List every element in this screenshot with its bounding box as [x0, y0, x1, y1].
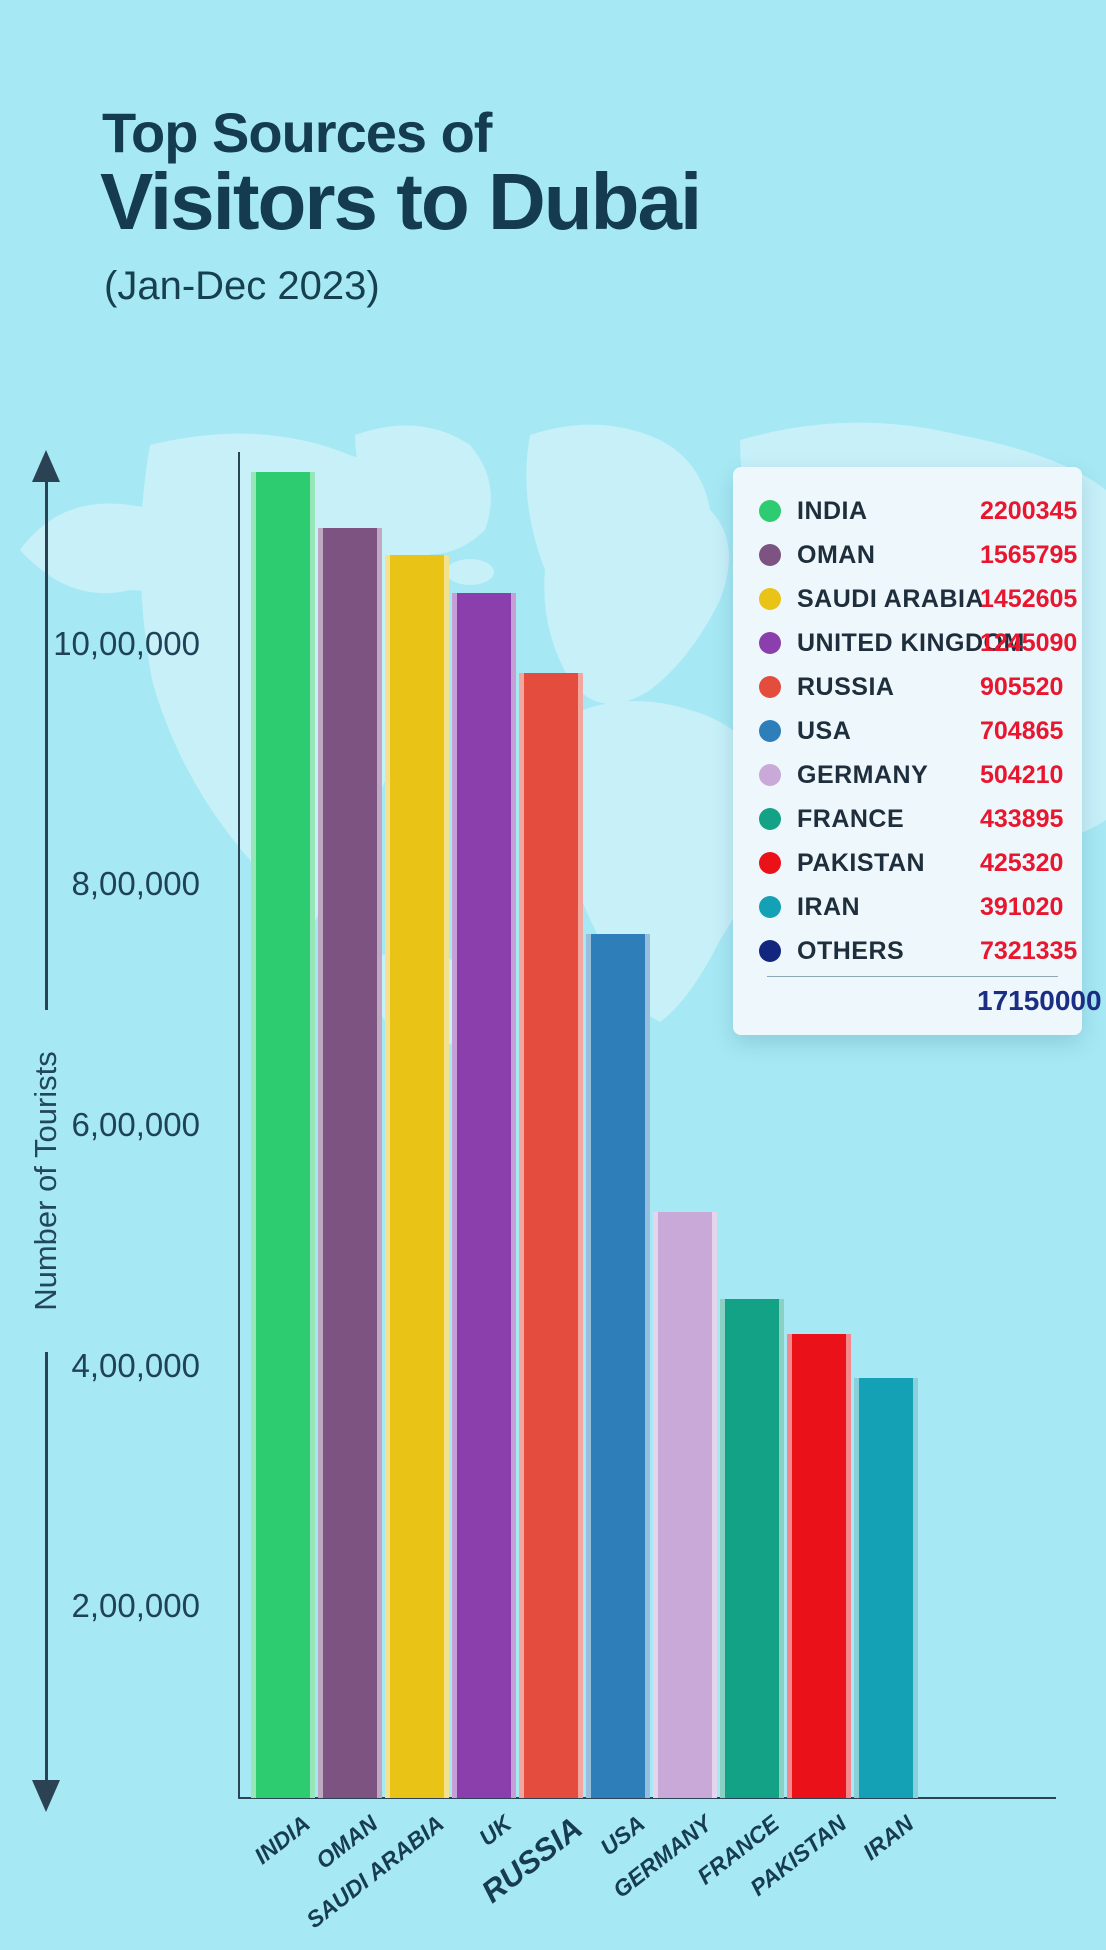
- legend-row: GERMANY 504210: [733, 753, 1082, 797]
- legend-row: SAUDI ARABIA 1452605: [733, 577, 1082, 621]
- legend-color-dot-icon: [759, 632, 781, 654]
- legend-row: RUSSIA 905520: [733, 665, 1082, 709]
- legend-row: PAKISTAN 425320: [733, 841, 1082, 885]
- legend-country-label: UNITED KINGDOM: [797, 628, 1025, 657]
- bar-oman: [318, 528, 382, 1798]
- legend-country-label: FRANCE: [797, 804, 905, 833]
- page-title-line2: Visitors to Dubai: [100, 157, 702, 246]
- y-axis-title: Number of Tourists: [28, 1051, 63, 1311]
- y-axis-arrow-down-icon: [32, 1780, 60, 1812]
- legend-panel: INDIA 2200345 OMAN 1565795 SAUDI ARABIA 14526…: [733, 467, 1102, 1035]
- bar-usa: [586, 934, 650, 1798]
- legend-value: 905520: [980, 672, 1064, 701]
- legend-value: 504210: [980, 760, 1064, 789]
- legend-value: 7321335: [980, 936, 1078, 965]
- legend-value: 425320: [980, 848, 1064, 877]
- legend-country-label: SAUDI ARABIA: [797, 584, 985, 613]
- page-subtitle: (Jan-Dec 2023): [104, 264, 380, 308]
- legend-color-dot-icon: [759, 676, 781, 698]
- legend-color-dot-icon: [759, 852, 781, 874]
- y-axis-line-upper: [45, 478, 48, 1010]
- bar-iran: [854, 1378, 918, 1798]
- chart-y-axis-line: [238, 452, 240, 1798]
- legend-country-label: GERMANY: [797, 760, 929, 789]
- x-axis-label-iran: IRAN: [857, 1810, 919, 1866]
- legend-row: INDIA 2200345: [733, 489, 1082, 533]
- legend-value: 2200345: [980, 496, 1078, 525]
- bar-india: [251, 472, 315, 1798]
- legend-total-value: 17150000: [977, 985, 1102, 1016]
- x-axis-label-uk: UK: [473, 1810, 517, 1851]
- y-tick-label: 4,00,000: [71, 1347, 200, 1384]
- bar-germany: [653, 1212, 717, 1798]
- legend-country-label: USA: [797, 716, 852, 745]
- legend-divider: [767, 976, 1058, 977]
- legend-country-label: OMAN: [797, 540, 876, 569]
- legend-value: 704865: [980, 716, 1064, 745]
- legend-color-dot-icon: [759, 500, 781, 522]
- legend-row: USA 704865: [733, 709, 1082, 753]
- bar-pakistan: [787, 1334, 851, 1798]
- legend-value: 433895: [980, 804, 1064, 833]
- legend-color-dot-icon: [759, 720, 781, 742]
- page-title-line1: Top Sources of: [102, 101, 492, 164]
- y-tick-label: 6,00,000: [71, 1106, 200, 1143]
- y-tick-label: 2,00,000: [71, 1587, 200, 1624]
- y-axis-arrow-up-icon: [32, 450, 60, 482]
- legend-country-label: IRAN: [797, 892, 861, 921]
- legend-row: UNITED KINGDOM 1245090: [733, 621, 1082, 665]
- y-tick-label: 8,00,000: [71, 865, 200, 902]
- y-axis-line-lower: [45, 1352, 48, 1784]
- legend-color-dot-icon: [759, 588, 781, 610]
- legend-value: 1565795: [980, 540, 1078, 569]
- legend-country-label: INDIA: [797, 496, 868, 525]
- x-axis-label-usa: USA: [595, 1810, 651, 1861]
- legend-color-dot-icon: [759, 808, 781, 830]
- bar-saudi-arabia: [385, 555, 449, 1798]
- legend-value: 1245090: [980, 628, 1078, 657]
- x-axis-label-india: INDIA: [249, 1810, 316, 1870]
- legend-row: OMAN 1565795: [733, 533, 1082, 577]
- legend-row: IRAN 391020: [733, 885, 1082, 929]
- legend-row: OTHERS 7321335: [733, 929, 1082, 973]
- legend-country-label: OTHERS: [797, 936, 905, 965]
- chart-x-axis-line: [238, 1797, 1056, 1799]
- legend-country-label: RUSSIA: [797, 672, 895, 701]
- y-tick-label: 10,00,000: [53, 625, 200, 662]
- bar-france: [720, 1299, 784, 1798]
- legend-row: FRANCE 433895: [733, 797, 1082, 841]
- legend-color-dot-icon: [759, 544, 781, 566]
- legend-country-label: PAKISTAN: [797, 848, 926, 877]
- legend-color-dot-icon: [759, 764, 781, 786]
- legend-color-dot-icon: [759, 896, 781, 918]
- bar-russia: [519, 673, 583, 1798]
- legend-value: 391020: [980, 892, 1064, 921]
- legend-color-dot-icon: [759, 940, 781, 962]
- bar-uk: [452, 593, 516, 1798]
- legend-value: 1452605: [980, 584, 1078, 613]
